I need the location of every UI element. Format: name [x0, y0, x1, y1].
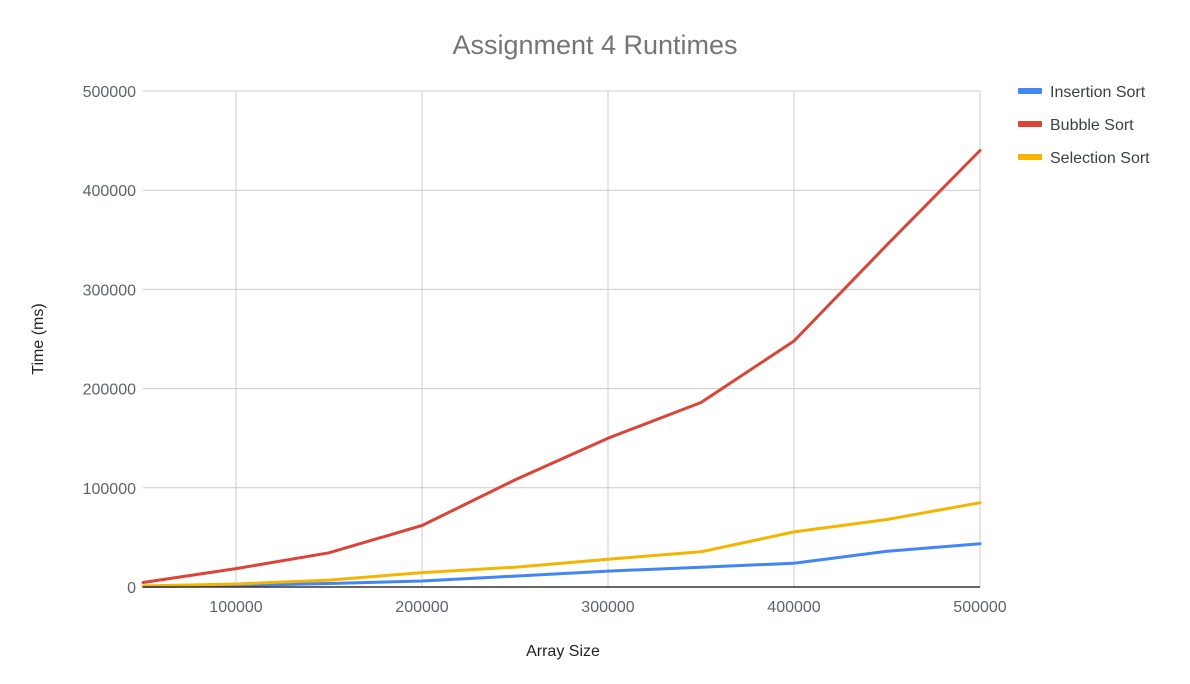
x-tick-label: 200000: [395, 599, 448, 616]
y-tick-label: 300000: [83, 282, 136, 299]
y-tick-label: 400000: [83, 183, 136, 200]
legend: Insertion Sort Bubble Sort Selection Sort: [1018, 84, 1150, 167]
legend-item-bubble-sort: Bubble Sort: [1018, 117, 1134, 134]
legend-label: Selection Sort: [1050, 150, 1150, 167]
y-tick-label: 200000: [83, 382, 136, 399]
x-tick-label: 500000: [953, 599, 1006, 616]
y-tick-label: 100000: [83, 481, 136, 498]
legend-label: Bubble Sort: [1050, 117, 1134, 134]
legend-label: Insertion Sort: [1050, 84, 1146, 101]
y-tick-label: 500000: [83, 84, 136, 101]
series-lines: [141, 149, 982, 588]
bubble-sort-line: [141, 149, 982, 584]
legend-swatch: [1018, 154, 1042, 160]
x-tick-label: 400000: [767, 599, 820, 616]
legend-swatch: [1018, 88, 1042, 94]
chart-title: Assignment 4 Runtimes: [452, 30, 737, 60]
x-axis-ticks: 100000 200000 300000 400000 500000: [209, 599, 1006, 616]
gridlines: [143, 90, 981, 587]
y-axis-label: Time (ms): [30, 303, 47, 374]
x-axis-label: Array Size: [526, 643, 600, 660]
x-tick-label: 100000: [209, 599, 262, 616]
selection-sort-line: [141, 501, 982, 588]
legend-item-selection-sort: Selection Sort: [1018, 150, 1150, 167]
insertion-sort-line: [141, 542, 982, 588]
y-axis-ticks: 0 100000 200000 300000 400000 500000: [83, 84, 136, 597]
y-tick-label: 0: [127, 580, 136, 597]
x-tick-label: 300000: [581, 599, 634, 616]
legend-swatch: [1018, 121, 1042, 127]
legend-item-insertion-sort: Insertion Sort: [1018, 84, 1146, 101]
